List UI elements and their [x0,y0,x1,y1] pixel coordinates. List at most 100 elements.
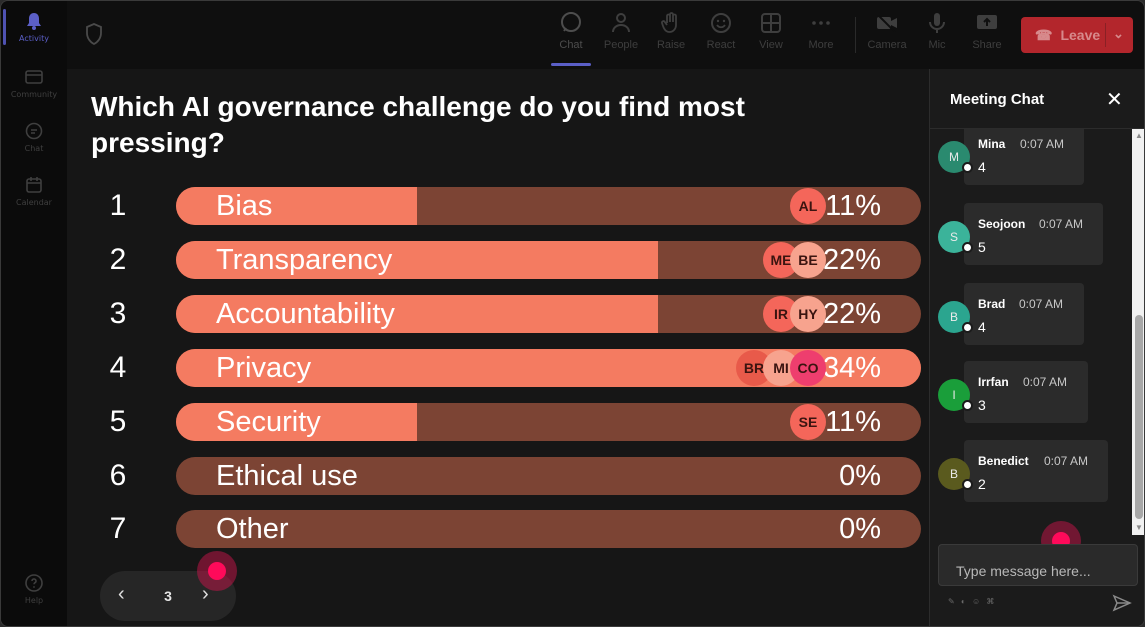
result-bar: Privacy 34% BR MI CO [176,349,921,387]
option-label: Privacy [216,352,312,384]
toolbar-view-button[interactable]: View [747,11,795,61]
option-percent: 0% [839,459,881,492]
chat-scrollbar[interactable]: ▲ ▼ [1132,129,1144,535]
message-timestamp: 0:07 AM [1023,375,1068,389]
option-number: 2 [109,243,127,276]
app-rail: Activity Community Chat Calendar Help [1,1,67,626]
message-bubble [964,361,1088,423]
toolbar-raise-button[interactable]: Raise [647,11,695,61]
mic-icon [929,13,945,33]
option-label: Accountability [216,298,395,330]
rail-label: Activity [19,34,49,43]
toolbar-label: Share [972,39,1002,51]
chat-message: S Seojoon 0:07 AM 5 [930,203,1130,267]
poll-option-row: 2 Transparency 22% ME BE [67,241,929,279]
leave-divider [1105,23,1106,47]
help-icon [25,574,43,592]
calendar-icon [26,177,42,193]
page-number: 3 [164,588,172,604]
presence-status-icon [962,322,973,333]
toolbar-people-button[interactable]: People [597,11,645,61]
sender-name: Benedict [978,454,1029,468]
option-label: Security [216,406,321,438]
toolbar-label: Raise [656,39,686,51]
poll-option-row: 7 Other 0% [67,510,929,548]
next-page-button[interactable]: › [202,583,209,605]
rail-item-activity[interactable]: Activity [1,11,67,63]
result-bar-fill [176,187,417,225]
message-timestamp: 0:07 AM [1039,217,1084,231]
toolbar-more-button[interactable]: More [797,11,845,61]
result-bar: Transparency 22% ME BE [176,241,921,279]
share-icon [977,15,997,29]
camera-icon [877,14,897,33]
rail-item-chat[interactable]: Chat [1,121,67,173]
people-icon [612,13,630,33]
chat-message-input[interactable] [938,544,1138,586]
toolbar-camera-button[interactable]: Camera [863,11,911,61]
raise-hand-icon [661,12,677,33]
close-icon[interactable]: ✕ [1106,89,1123,111]
meeting-toolbar: Chat People Raise React View More Camera [67,1,1144,69]
option-label: Bias [216,190,273,222]
rail-item-community[interactable]: Community [1,67,67,119]
view-grid-icon [761,13,781,33]
toolbar-label: Mic [928,39,946,51]
message-timestamp: 0:07 AM [1020,137,1065,151]
send-icon[interactable] [1112,593,1132,613]
message-bubble [964,283,1084,345]
result-bar-fill [176,241,658,279]
toolbar-separator [855,17,856,53]
shield-icon [86,23,102,45]
react-icon [711,13,731,33]
option-number: 4 [109,351,127,384]
presence-status-icon [962,162,973,173]
rail-active-indicator [3,9,6,45]
rail-label: Calendar [16,198,52,207]
toolbar-mic-button[interactable]: Mic [913,11,961,61]
bell-icon [27,13,41,30]
leave-button[interactable]: ☎ Leave ⌄ [1021,17,1133,53]
chat-message: M Mina 0:07 AM 4 [930,129,1130,187]
formatting-toolbar[interactable]: ✎ ◐ ☺ ⌘ [948,597,997,606]
rail-label: Chat [24,144,44,153]
option-percent: 11% [825,406,881,438]
previous-page-button[interactable]: ‹ [118,583,125,605]
leave-label: Leave [1060,27,1101,43]
toolbar-label: Camera [867,39,907,51]
scroll-down-arrow[interactable]: ▼ [1135,523,1143,532]
toolbar-label: Chat [559,39,583,51]
chevron-down-icon[interactable]: ⌄ [1113,26,1124,41]
option-label: Ethical use [216,459,358,492]
result-bar: Accountability 22% IR HY [176,295,921,333]
presence-status-icon [962,400,973,411]
rail-item-calendar[interactable]: Calendar [1,175,67,227]
option-number: 1 [109,189,127,222]
toolbar-react-button[interactable]: React [697,11,745,61]
message-text: 4 [978,319,986,335]
option-percent: 11% [825,190,881,222]
sender-name: Mina [978,137,1006,151]
voter-avatar: HY [790,296,826,332]
more-icon [812,21,830,25]
toolbar-share-button[interactable]: Share [963,11,1011,61]
scroll-thumb[interactable] [1135,315,1143,519]
result-bar-fill [176,295,658,333]
message-text: 2 [978,476,986,492]
option-percent: 0% [839,513,881,545]
community-icon [25,70,43,84]
sender-name: Irrfan [978,375,1009,389]
scroll-up-arrow[interactable]: ▲ [1135,131,1143,140]
sender-name: Brad [978,297,1006,311]
option-label: Transparency [216,244,393,276]
presence-status-icon [962,242,973,253]
chat-icon [561,12,581,32]
poll-question: Which AI governance challenge do you fin… [91,91,745,158]
rail-label: Help [24,596,44,605]
poll-option-row: 6 Ethical use 0% [67,456,929,495]
rail-item-help[interactable]: Help [1,573,67,625]
toolbar-label: More [808,39,834,51]
pointer-indicator [208,562,226,580]
toolbar-chat-button[interactable]: Chat [547,11,595,61]
